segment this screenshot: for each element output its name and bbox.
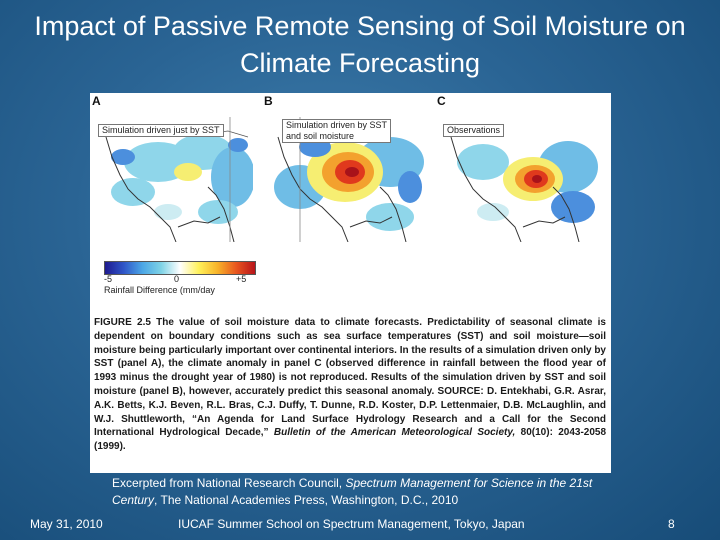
colorbar-max-label: +5 xyxy=(236,274,247,284)
footer-date: May 31, 2010 xyxy=(30,517,103,531)
source-suffix: , The National Academies Press, Washingt… xyxy=(154,493,459,507)
source-prefix: Excerpted from National Research Council… xyxy=(112,476,346,490)
footer-page-number: 8 xyxy=(668,517,675,531)
panel-letter: C xyxy=(437,94,446,108)
figure-image: A Simulation driven just by SST xyxy=(90,93,611,473)
rainfall-map-simulation-sst xyxy=(98,117,253,242)
colorbar-mid-label: 0 xyxy=(174,274,180,284)
panel-a: A Simulation driven just by SST xyxy=(90,93,258,243)
panel-c: C Observations xyxy=(435,93,603,243)
panel-label: Simulation driven just by SST xyxy=(98,124,224,137)
source-note: Excerpted from National Research Council… xyxy=(112,475,612,509)
footer-event: IUCAF Summer School on Spectrum Manageme… xyxy=(178,517,525,531)
rainfall-map-observations xyxy=(443,117,598,242)
colorbar-caption: Rainfall Difference (mm/day xyxy=(104,285,215,295)
panel-letter: B xyxy=(264,94,273,108)
source-book-title: Spectrum Management for Science in the 2… xyxy=(112,476,593,507)
caption-citation: 80(10): 2043-2058 (1999). xyxy=(94,427,607,453)
panel-b: B Simulation driven by SST and soil mois… xyxy=(262,93,430,243)
panel-letter: A xyxy=(92,94,101,108)
panel-label: Observations xyxy=(443,124,505,137)
panel-label: Simulation driven by SST and soil moistu… xyxy=(282,119,392,143)
caption-journal: Bulletin of the American Meteorological … xyxy=(273,427,516,439)
caption-text: FIGURE 2.5 The value of soil moisture da… xyxy=(94,317,606,439)
colorbar-min-label: -5 xyxy=(104,274,113,284)
figure-caption: FIGURE 2.5 The value of soil moisture da… xyxy=(94,316,606,454)
rainfall-colorbar xyxy=(104,261,256,275)
slide-title: Impact of Passive Remote Sensing of Soil… xyxy=(34,11,686,78)
